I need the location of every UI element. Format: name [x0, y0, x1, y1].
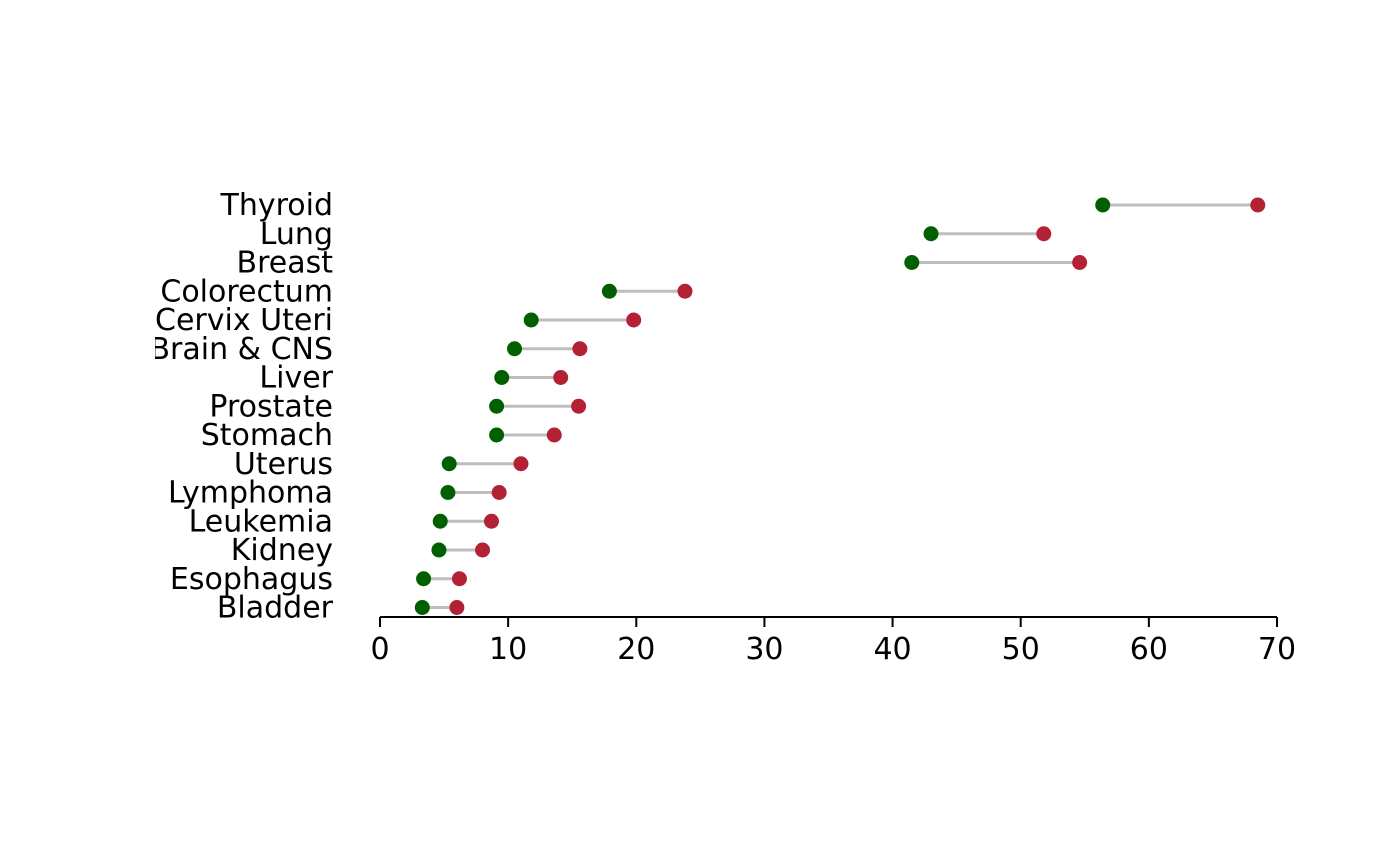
category-label: Liver	[259, 361, 333, 396]
point-low	[441, 456, 457, 472]
point-high	[475, 542, 491, 558]
point-high	[491, 485, 507, 500]
point-high	[1072, 255, 1088, 270]
category-label: Thyroid	[220, 188, 334, 223]
point-low	[489, 398, 505, 414]
point-low	[494, 370, 510, 385]
x-tick-label: 40	[873, 632, 911, 667]
point-low	[507, 341, 523, 357]
point-low	[432, 513, 448, 529]
category-label: Leukemia	[189, 504, 333, 539]
category-label: Bladder	[217, 591, 334, 626]
point-high	[483, 513, 499, 529]
category-label: Cervix Uteri	[155, 303, 333, 338]
category-label: Breast	[237, 246, 334, 281]
category-label: Uterus	[234, 447, 333, 482]
category-label: Prostate	[209, 389, 333, 424]
point-high	[1036, 226, 1052, 242]
category-label: Kidney	[231, 533, 333, 568]
point-high	[553, 370, 569, 385]
point-low	[923, 226, 939, 242]
segments-layer	[422, 203, 1258, 609]
category-label: Brain & CNS	[149, 332, 333, 367]
category-label: Esophagus	[170, 562, 333, 597]
point-low	[904, 255, 920, 270]
point-low	[601, 283, 617, 299]
category-label: Stomach	[201, 418, 333, 453]
point-low	[414, 600, 430, 615]
category-label: Colorectum	[160, 274, 333, 309]
x-tick-label: 60	[1130, 632, 1168, 667]
point-high	[572, 341, 588, 357]
point-high	[513, 456, 529, 472]
point-high	[677, 283, 693, 299]
x-tick-label: 70	[1258, 632, 1296, 667]
x-tick-label: 50	[1002, 632, 1040, 667]
point-low	[440, 485, 456, 500]
point-high	[449, 600, 465, 615]
x-tick-label: 30	[745, 632, 783, 667]
point-high	[1250, 197, 1266, 213]
point-high	[571, 398, 587, 414]
category-label: Lymphoma	[168, 476, 333, 511]
point-high	[451, 571, 467, 587]
point-high	[546, 427, 562, 443]
points-layer	[414, 197, 1266, 615]
point-low	[523, 312, 539, 328]
x-tick-label: 0	[370, 632, 389, 667]
x-tick-label: 10	[489, 632, 527, 667]
x-tick-label: 20	[617, 632, 655, 667]
x-axis: 0 10 20 30 40 50 60 70	[370, 616, 1296, 667]
point-low	[1095, 197, 1111, 213]
category-label: Lung	[260, 217, 333, 252]
point-low	[416, 571, 432, 587]
point-high	[626, 312, 642, 328]
point-low	[431, 542, 447, 558]
point-low	[489, 427, 505, 443]
